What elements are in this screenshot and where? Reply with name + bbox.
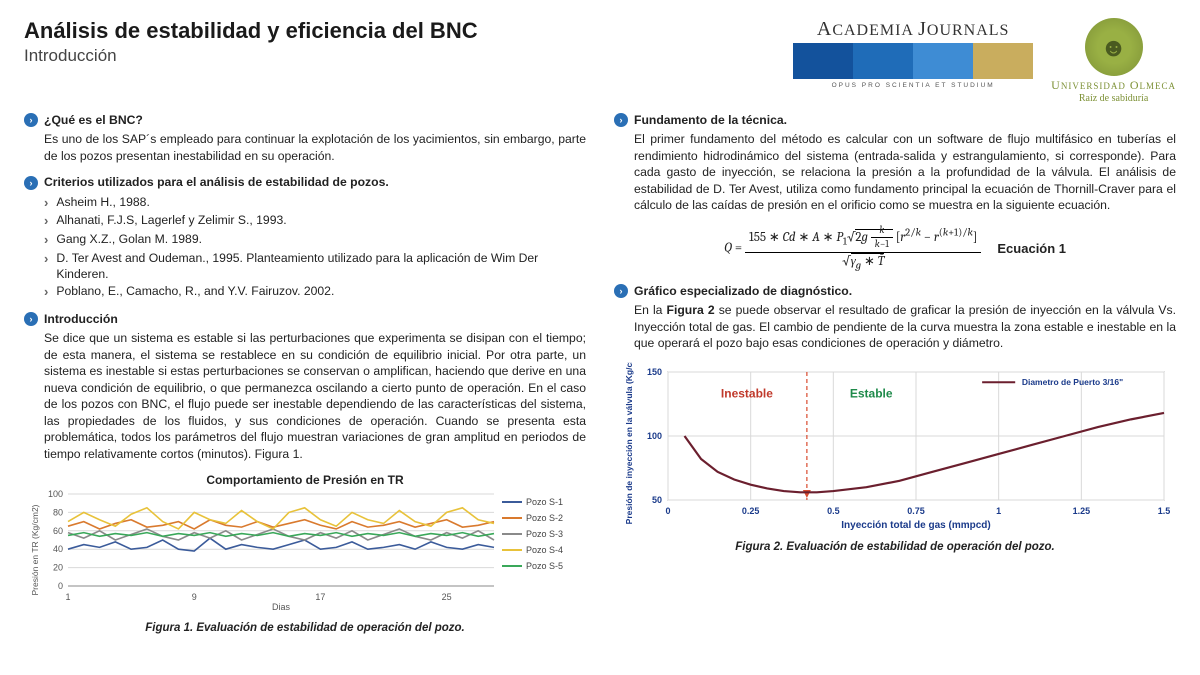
olmeca-head-icon: ☻ <box>1085 18 1143 76</box>
chevron-icon: › <box>44 212 48 230</box>
chevron-icon: › <box>44 283 48 301</box>
svg-text:Pozo S-1: Pozo S-1 <box>526 497 563 507</box>
reference-text: Gang X.Z., Golan M. 1989. <box>56 231 202 249</box>
svg-text:40: 40 <box>53 545 63 555</box>
equation-1: Q = 155 ∗ Cd ∗ A ∗ P1√2g kk−1 [r2/k − r(… <box>614 224 1176 273</box>
svg-text:1.25: 1.25 <box>1073 506 1091 516</box>
body-text: Se dice que un sistema es estable si las… <box>44 330 586 462</box>
heading: Introducción <box>44 311 118 327</box>
heading: Fundamento de la técnica. <box>634 112 787 128</box>
section-grafico: › Gráfico especializado de diagnóstico. E… <box>614 283 1176 352</box>
body-text: Es uno de los SAP´s empleado para contin… <box>44 131 586 164</box>
section-que-es: › ¿Qué es el BNC? Es uno de los SAP´s emp… <box>24 112 586 164</box>
uo-tagline: Raíz de sabiduría <box>1079 93 1148 104</box>
chart1-title: Comportamiento de Presión en TR <box>24 472 586 488</box>
body-text: En la Figura 2 se puede observar el resu… <box>634 302 1176 351</box>
svg-text:60: 60 <box>53 526 63 536</box>
aj-tagline: OPUS PRO SCIENTIA ET STUDIUM <box>832 82 995 89</box>
svg-text:Presión de inyección en la vál: Presión de inyección en la válvula (Kg/c… <box>624 362 634 524</box>
aj-name: ACADEMIA JOURNALS <box>817 18 1010 41</box>
svg-text:100: 100 <box>48 490 63 499</box>
section-criterios: › Criterios utilizados para el análisis d… <box>24 174 586 301</box>
svg-text:Inestable: Inestable <box>721 386 773 400</box>
reference-text: D. Ter Avest and Oudeman., 1995. Plantea… <box>56 250 586 283</box>
reference-text: Asheim H., 1988. <box>56 194 149 212</box>
svg-text:0.75: 0.75 <box>907 506 925 516</box>
svg-text:25: 25 <box>442 592 452 602</box>
svg-text:20: 20 <box>53 563 63 573</box>
chevron-icon: › <box>614 284 628 298</box>
logo-academia-journals: ACADEMIA JOURNALS OPUS PRO SCIENTIA ET S… <box>793 18 1033 89</box>
svg-text:1.5: 1.5 <box>1158 506 1171 516</box>
svg-text:1: 1 <box>996 506 1001 516</box>
chart1-caption: Figura 1. Evaluación de estabilidad de o… <box>24 621 586 637</box>
page-title: Análisis de estabilidad y eficiencia del… <box>24 18 478 44</box>
svg-text:80: 80 <box>53 508 63 518</box>
svg-text:Pozo S-2: Pozo S-2 <box>526 513 563 523</box>
reference-item: › Poblano, E., Camacho, R., and Y.V. Fair… <box>44 283 586 301</box>
right-column: › Fundamento de la técnica. El primer fun… <box>614 112 1176 636</box>
chart-1: Comportamiento de Presión en TR 0 20 40 60 8… <box>24 472 586 636</box>
chevron-icon: › <box>44 231 48 249</box>
heading: Gráfico especializado de diagnóstico. <box>634 283 852 299</box>
chevron-icon: › <box>44 194 48 212</box>
chevron-icon: › <box>24 312 38 326</box>
chart1-svg: 0 20 40 60 80 100 1 9 17 25 Pozo S-1 Pozo S-2 Pozo S… <box>24 490 584 610</box>
svg-text:100: 100 <box>647 431 662 441</box>
svg-text:50: 50 <box>652 495 662 505</box>
logos: ACADEMIA JOURNALS OPUS PRO SCIENTIA ET S… <box>793 18 1176 104</box>
left-column: › ¿Qué es el BNC? Es uno de los SAP´s emp… <box>24 112 586 636</box>
svg-text:Diametro de Puerto 3/16": Diametro de Puerto 3/16" <box>1022 377 1123 387</box>
heading: Criterios utilizados para el análisis de… <box>44 174 389 190</box>
svg-text:Presión en TR (Kg/cm2): Presión en TR (Kg/cm2) <box>30 505 40 596</box>
reference-item: › Alhanati, F.J.S, Lagerlef y Zelimir S.,… <box>44 212 586 230</box>
section-introduccion: › Introducción Se dice que un sistema es … <box>24 311 586 462</box>
svg-text:1: 1 <box>65 592 70 602</box>
heading: ¿Qué es el BNC? <box>44 112 143 128</box>
body-text: El primer fundamento del método es calcu… <box>634 131 1176 213</box>
chevron-icon: › <box>24 176 38 190</box>
svg-text:0.5: 0.5 <box>827 506 840 516</box>
reference-item: › Asheim H., 1988. <box>44 194 586 212</box>
svg-text:Pozo S-3: Pozo S-3 <box>526 529 563 539</box>
reference-list: › Asheim H., 1988. › Alhanati, F.J.S, Lager… <box>44 194 586 301</box>
section-fundamento: › Fundamento de la técnica. El primer fun… <box>614 112 1176 214</box>
svg-text:0.25: 0.25 <box>742 506 760 516</box>
title-block: Análisis de estabilidad y eficiencia del… <box>24 18 478 66</box>
columns: › ¿Qué es el BNC? Es uno de los SAP´s emp… <box>24 112 1176 636</box>
svg-text:Dias: Dias <box>272 602 291 610</box>
svg-text:9: 9 <box>192 592 197 602</box>
reference-text: Alhanati, F.J.S, Lagerlef y Zelimir S., … <box>56 212 286 230</box>
svg-text:0: 0 <box>58 581 63 591</box>
svg-text:17: 17 <box>315 592 325 602</box>
chart2-svg: 50 100 150 0 0.25 0.5 0.75 1 1.25 1.5 Inestable Est… <box>614 362 1174 530</box>
svg-text:Estable: Estable <box>850 386 893 400</box>
reference-item: ›D. Ter Avest and Oudeman., 1995. Plante… <box>44 250 586 283</box>
page-subtitle: Introducción <box>24 46 478 66</box>
reference-text: Poblano, E., Camacho, R., and Y.V. Fairu… <box>56 283 334 301</box>
chevron-icon: › <box>614 113 628 127</box>
chart2-caption: Figura 2. Evaluación de estabilidad de o… <box>614 540 1176 556</box>
svg-text:Inyección total de gas (mmpcd): Inyección total de gas (mmpcd) <box>841 520 990 530</box>
reference-item: › Gang X.Z., Golan M. 1989. <box>44 231 586 249</box>
chevron-icon: › <box>24 113 38 127</box>
chart-2: 50 100 150 0 0.25 0.5 0.75 1 1.25 1.5 Inestable Est… <box>614 362 1176 556</box>
uo-name: UNIVERSIDAD OLMECA <box>1051 78 1176 93</box>
header: Análisis de estabilidad y eficiencia del… <box>24 18 1176 104</box>
logo-universidad-olmeca: ☻ UNIVERSIDAD OLMECA Raíz de sabiduría <box>1051 18 1176 104</box>
svg-text:Pozo S-5: Pozo S-5 <box>526 561 563 571</box>
svg-text:0: 0 <box>665 506 670 516</box>
svg-text:150: 150 <box>647 367 662 377</box>
svg-text:Pozo S-4: Pozo S-4 <box>526 545 563 555</box>
chevron-icon: › <box>44 250 48 283</box>
equation-label: Ecuación 1 <box>997 240 1066 258</box>
